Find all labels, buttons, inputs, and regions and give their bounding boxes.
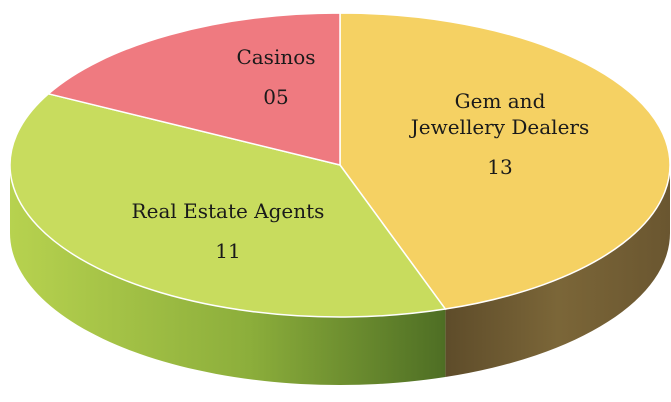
pie-slice-real-estate-agents (9, 92, 447, 318)
slice-value-gem-and-jewellery-dealers: 13 (487, 155, 512, 179)
slice-label-gem-and-jewellery-dealers-line-1: Gem and (455, 89, 546, 113)
slice-label-real-estate-agents: Real Estate Agents (132, 199, 325, 223)
slice-value-casinos: 05 (263, 85, 288, 109)
pie-side-gem-and-jewellery-dealers (445, 165, 670, 378)
pie-slice-gem-and-jewellery-dealers (339, 12, 671, 310)
slice-label-gem-and-jewellery-dealers-line-2: Jewellery Dealers (409, 115, 590, 139)
pie-slice-casinos (46, 12, 341, 166)
slice-value-real-estate-agents: 11 (215, 239, 240, 263)
slice-label-casinos: Casinos (236, 45, 315, 69)
pie-side-real-estate-agents (10, 165, 446, 385)
